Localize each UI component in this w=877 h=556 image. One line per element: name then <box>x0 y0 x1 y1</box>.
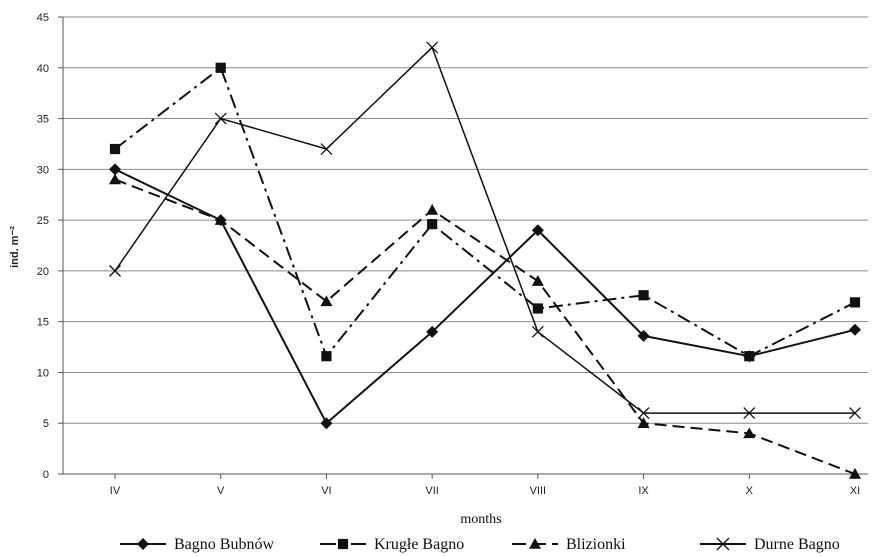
y-tick-label: 30 <box>37 164 49 176</box>
grid-lines <box>63 16 868 424</box>
x-axis-title: months <box>460 512 501 527</box>
x-tick-label: IV <box>110 485 121 497</box>
y-tick-labels: 0 5 10 15 20 25 30 35 40 45 <box>37 12 63 481</box>
data-point <box>849 297 861 308</box>
y-tick-label: 10 <box>37 367 49 379</box>
y-axis-title: ind. m⁻² <box>9 226 21 268</box>
series-line <box>114 46 855 414</box>
x-tick-label: VII <box>425 485 438 497</box>
data-point <box>744 351 755 362</box>
series-group <box>109 41 861 479</box>
y-tick-label: 35 <box>37 114 49 126</box>
legend-marker <box>716 537 730 551</box>
data-point <box>849 323 861 336</box>
legend-label: Blizionki <box>566 536 626 553</box>
x-tick-label: V <box>217 485 225 497</box>
data-point <box>426 41 439 54</box>
data-point <box>426 203 439 215</box>
data-point <box>320 295 333 307</box>
series-line <box>114 168 856 425</box>
series-2 <box>109 173 861 479</box>
data-point <box>531 325 544 338</box>
data-point <box>637 417 650 429</box>
legend-marker <box>337 538 349 550</box>
data-point <box>849 407 861 420</box>
y-tick-label: 20 <box>37 266 49 278</box>
data-point <box>743 407 756 420</box>
data-point <box>427 219 438 230</box>
series-3 <box>109 41 861 420</box>
x-tick-label: IX <box>638 485 649 497</box>
legend-item: Blizionki <box>512 536 626 553</box>
data-point <box>109 143 121 155</box>
data-point <box>743 427 756 439</box>
data-point <box>637 407 650 420</box>
data-point <box>532 303 543 314</box>
legend-marker <box>137 538 149 550</box>
data-point <box>638 290 649 301</box>
data-point <box>321 351 332 362</box>
x-tick-label: XI <box>850 485 860 497</box>
data-point <box>214 112 227 125</box>
data-point <box>637 329 650 342</box>
legend: Bagno Bubnów Krugłe Bagno Blizionki Durne B… <box>120 536 840 553</box>
legend-item: Bagno Bubnów <box>120 536 274 553</box>
data-point <box>320 417 333 430</box>
legend-label: Bagno Bubnów <box>174 536 274 553</box>
legend-item: Durne Bagno <box>700 536 840 553</box>
data-point <box>531 224 544 237</box>
legend-item: Krugłe Bagno <box>320 536 464 553</box>
data-point <box>215 62 226 73</box>
legend-marker <box>529 538 541 549</box>
legend-label: Krugłe Bagno <box>374 536 464 553</box>
x-tick-label: VIII <box>530 485 547 497</box>
series-line <box>114 178 856 475</box>
data-point <box>214 214 227 225</box>
series-1 <box>109 62 861 362</box>
y-tick-label: 0 <box>43 469 49 481</box>
y-tick-label: 45 <box>37 12 49 24</box>
data-point <box>531 275 544 286</box>
data-point <box>426 325 439 338</box>
legend-label: Durne Bagno <box>754 536 840 553</box>
y-tick-label: 25 <box>37 215 49 227</box>
data-point <box>849 468 861 479</box>
x-tick-label: X <box>746 485 754 497</box>
x-tick-labels: IV V VI VII VIII IX X XI <box>110 474 860 497</box>
data-point <box>109 163 121 176</box>
data-point <box>320 143 333 155</box>
y-tick-label: 5 <box>43 418 49 430</box>
data-point <box>109 173 121 185</box>
y-tick-label: 15 <box>37 317 49 329</box>
series-line <box>114 66 856 358</box>
series-0 <box>109 163 861 430</box>
x-tick-label: VI <box>321 485 331 497</box>
data-point <box>109 264 121 277</box>
y-tick-label: 40 <box>37 63 49 75</box>
